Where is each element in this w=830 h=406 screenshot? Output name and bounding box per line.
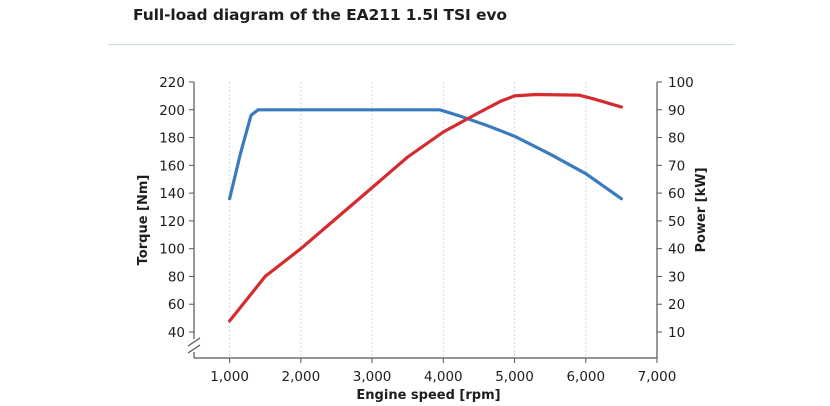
power-line (228, 92, 624, 323)
y-left-tick-label: 200 (159, 103, 185, 119)
axis-break-mark (187, 344, 201, 354)
chart-title: Full-load diagram of the EA211 1.5l TSI … (133, 6, 507, 24)
x-tick-label: 7,000 (638, 369, 677, 385)
torque-line (228, 108, 624, 201)
y-right-tick-label: 10 (668, 325, 685, 341)
y-axis-right-label: Power [kW] (694, 167, 709, 252)
y-right-tick-label: 50 (668, 214, 685, 230)
y-left-tick-label: 80 (168, 269, 185, 285)
grid-lines (229, 82, 658, 358)
tick-labels: 1,000 2,000 3,000 4,000 5,000 6,000 7,000 40 60 8… (159, 75, 694, 385)
y-right-tick-label: 70 (668, 158, 685, 174)
x-tick-label: 3,000 (353, 369, 392, 385)
x-axis-label: Engine speed [rpm] (356, 388, 500, 403)
x-tick-label: 2,000 (282, 369, 321, 385)
y-left-tick-label: 40 (168, 325, 185, 341)
x-tick-label: 4,000 (424, 369, 463, 385)
chart-axes (187, 81, 662, 363)
x-tick-label: 1,000 (210, 369, 249, 385)
y-right-tick-label: 20 (668, 297, 685, 313)
y-left-tick-label: 60 (168, 297, 185, 313)
y-left-tick-label: 120 (159, 214, 185, 230)
y-left-tick-label: 180 (159, 131, 185, 147)
y-left-tick-label: 140 (159, 186, 185, 202)
y-right-tick-label: 80 (668, 131, 685, 147)
chart-series (228, 92, 624, 323)
y-right-tick-label: 90 (668, 103, 685, 119)
axis-break-mark (187, 337, 201, 347)
y-left-tick-label: 160 (159, 158, 185, 174)
y-right-tick-label: 100 (668, 75, 694, 91)
y-left-tick-label: 100 (159, 242, 185, 258)
y-left-tick-label: 220 (159, 75, 185, 91)
x-tick-label: 6,000 (566, 369, 605, 385)
y-right-tick-label: 40 (668, 242, 685, 258)
x-tick-label: 5,000 (495, 369, 534, 385)
y-axis-left-label: Torque [Nm] (136, 175, 151, 266)
title-divider (108, 44, 734, 45)
y-right-tick-label: 30 (668, 269, 685, 285)
y-right-tick-label: 60 (668, 186, 685, 202)
